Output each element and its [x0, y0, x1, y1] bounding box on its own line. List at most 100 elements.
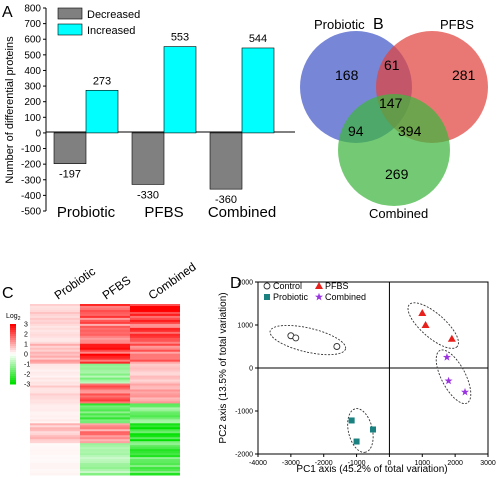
c-heatmap-cell — [80, 347, 130, 351]
c-heatmap-cell — [30, 423, 80, 426]
a-bar-decreased-pfbs — [131, 132, 165, 185]
c-heatmap-cell — [30, 459, 80, 462]
c-scale-swatch — [10, 350, 16, 353]
c-heatmap-cell — [80, 399, 130, 402]
c-heatmap-cell — [80, 343, 130, 347]
c-heatmap-cell — [130, 361, 180, 365]
c-heatmap-cell — [80, 447, 130, 450]
c-heatmap-cell — [30, 359, 80, 363]
c-heatmap-cell — [80, 317, 130, 321]
d-point-probiotic — [370, 426, 376, 433]
c-heatmap-cell — [130, 381, 180, 385]
c-heatmap-cell — [80, 353, 130, 357]
c-heatmap-cell — [80, 373, 130, 377]
c-scale-swatch — [10, 376, 16, 379]
c-heatmap-cell — [80, 395, 130, 398]
c-heatmap-cell — [130, 379, 180, 383]
a-bar-increased-probiotic — [85, 89, 119, 134]
c-heatmap-cell — [30, 401, 80, 404]
c-column-label: Combined — [146, 260, 199, 303]
d-group-ellipse-combined — [435, 349, 472, 405]
c-scale-swatch — [10, 372, 16, 375]
a-bar-increased-combined — [241, 47, 275, 134]
c-heatmap-cell — [30, 395, 80, 398]
c-heatmap-cell — [80, 319, 130, 323]
c-heatmap-cell — [130, 365, 180, 369]
c-heatmap-cell — [30, 353, 80, 357]
c-heatmap-cell — [30, 335, 80, 339]
c-scale-title: Log2 — [6, 313, 21, 322]
d-x-tick-label: 3000 — [480, 460, 496, 467]
c-heatmap-cell — [130, 433, 180, 436]
d-x-tick-label: -2000 — [315, 460, 333, 467]
c-heatmap-cell — [130, 461, 180, 464]
a-y-tick-label: 600 — [24, 35, 41, 46]
c-heatmap-cell — [130, 421, 180, 424]
c-heatmap-cell — [80, 451, 130, 454]
d-point-probiotic — [348, 417, 355, 424]
c-scale-swatch — [10, 328, 16, 331]
c-scale-tick-label: -1 — [24, 362, 30, 369]
c-scale-swatch — [10, 342, 16, 345]
c-heatmap-cell — [130, 325, 180, 329]
c-heatmap-cell — [30, 379, 80, 383]
c-heatmap-cell — [80, 359, 130, 363]
c-heatmap-cell — [130, 387, 180, 390]
c-heatmap-cell — [30, 347, 80, 351]
panel-d-letter: D — [230, 275, 242, 292]
c-heatmap-cell — [130, 431, 180, 434]
c-heatmap-cell — [130, 355, 180, 359]
c-scale-swatch — [10, 380, 16, 383]
c-heatmap-cell — [130, 391, 180, 394]
c-heatmap-cell — [80, 401, 130, 404]
c-scale-swatch — [10, 338, 16, 341]
c-heatmap-cell — [30, 331, 80, 335]
c-scale-swatch — [10, 364, 16, 367]
d-legend-marker-combined — [315, 292, 323, 301]
c-heatmap-cell — [80, 397, 130, 400]
c-heatmap-cell — [80, 381, 130, 385]
d-x-tick-label: -3000 — [282, 460, 300, 467]
venn-count-all-three: 147 — [379, 95, 403, 111]
c-heatmap-cell — [130, 455, 180, 458]
c-heatmap-cell — [130, 465, 180, 468]
c-heatmap-cell — [130, 363, 180, 367]
c-heatmap-cell — [30, 351, 80, 355]
c-scale-swatch — [10, 358, 16, 361]
c-heatmap-cell — [80, 465, 130, 468]
c-heatmap-cell — [80, 469, 130, 472]
c-heatmap-cell — [30, 315, 80, 319]
c-heatmap-cell — [30, 355, 80, 359]
c-heatmap-cell — [30, 385, 80, 389]
c-heatmap-cell — [30, 391, 80, 394]
d-legend-marker-pfbs — [315, 282, 323, 289]
c-heatmap-cell — [30, 363, 80, 367]
c-heatmap-cell — [80, 457, 130, 460]
c-heatmap-cell — [80, 305, 130, 309]
d-legend-label: PFBS — [325, 281, 349, 291]
c-heatmap-cell — [80, 311, 130, 315]
c-heatmap-cell — [130, 331, 180, 335]
c-heatmap-cell — [80, 455, 130, 458]
c-heatmap-cell — [130, 317, 180, 321]
c-heatmap-cell — [30, 311, 80, 315]
c-heatmap-cell — [130, 411, 180, 414]
a-y-tick-label: -500 — [21, 207, 41, 218]
c-scale-swatch — [10, 344, 16, 347]
c-scale-swatch — [10, 360, 16, 363]
c-heatmap-cell — [80, 349, 130, 353]
c-heatmap-cell — [130, 449, 180, 452]
c-heatmap-cell — [80, 329, 130, 333]
c-heatmap-cell — [130, 315, 180, 319]
c-heatmap-cell — [130, 429, 180, 432]
c-heatmap-cell — [80, 437, 130, 440]
c-heatmap-cell — [130, 339, 180, 343]
c-heatmap-cell — [130, 409, 180, 412]
venn-count-pfbs-only: 281 — [452, 67, 476, 83]
a-y-tick-label: 300 — [24, 82, 41, 93]
c-heatmap-cell — [80, 473, 130, 476]
c-scale-swatch — [10, 348, 16, 351]
a-legend-swatch-decreased — [57, 7, 83, 20]
c-heatmap-cell — [130, 323, 180, 327]
c-heatmap-cell — [30, 375, 80, 379]
